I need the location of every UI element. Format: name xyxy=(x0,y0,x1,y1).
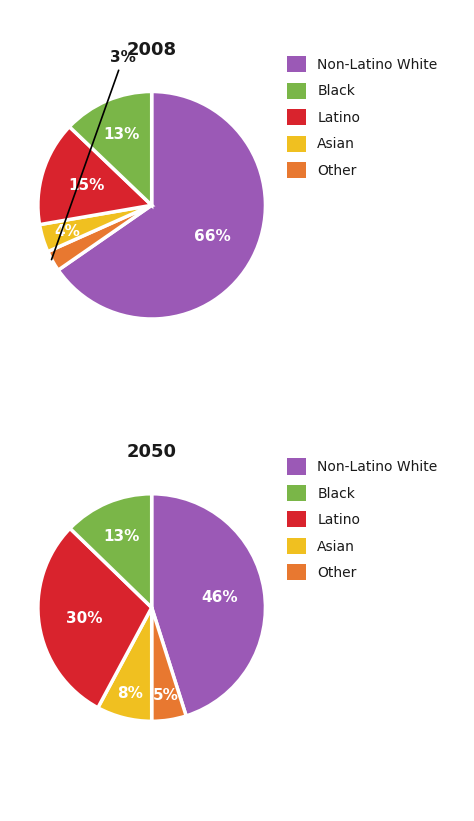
Wedge shape xyxy=(58,91,265,319)
Text: 8%: 8% xyxy=(117,686,143,701)
Wedge shape xyxy=(48,205,152,270)
Wedge shape xyxy=(40,205,152,251)
Wedge shape xyxy=(69,91,152,205)
Title: 2050: 2050 xyxy=(127,443,177,461)
Wedge shape xyxy=(38,126,152,225)
Text: 30%: 30% xyxy=(66,611,102,626)
Text: 13%: 13% xyxy=(103,126,139,142)
Text: 15%: 15% xyxy=(68,178,105,193)
Text: 5%: 5% xyxy=(152,688,178,703)
Wedge shape xyxy=(70,493,152,608)
Wedge shape xyxy=(98,608,152,722)
Text: 3%: 3% xyxy=(52,50,136,259)
Text: 66%: 66% xyxy=(194,229,230,245)
Legend: Non-Latino White, Black, Latino, Asian, Other: Non-Latino White, Black, Latino, Asian, … xyxy=(287,458,438,580)
Wedge shape xyxy=(152,608,186,722)
Wedge shape xyxy=(38,529,152,708)
Text: 46%: 46% xyxy=(201,589,237,604)
Legend: Non-Latino White, Black, Latino, Asian, Other: Non-Latino White, Black, Latino, Asian, … xyxy=(287,56,438,178)
Text: 4%: 4% xyxy=(54,223,80,239)
Title: 2008: 2008 xyxy=(127,41,177,59)
Wedge shape xyxy=(152,493,265,716)
Text: 13%: 13% xyxy=(103,529,140,544)
